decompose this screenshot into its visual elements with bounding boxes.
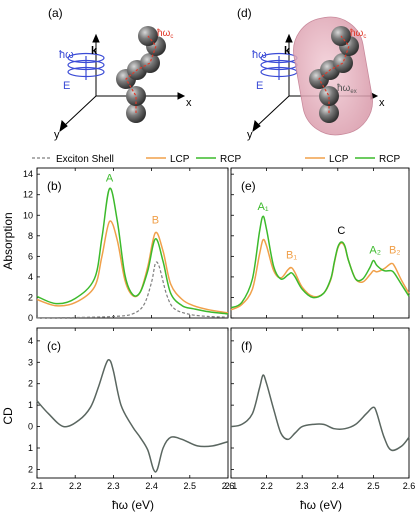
hw-c-label-a: ħωc [157, 28, 173, 40]
peak-label: C [337, 225, 345, 237]
peak-label: A [106, 172, 114, 184]
photon-helix-a [67, 52, 105, 80]
panel-f: 2.1 2.2 2.3 2.4 2.5 2.6 (f) [225, 327, 415, 491]
series-cd-c [36, 358, 229, 473]
plot-frame [230, 167, 410, 319]
y-label-a: y [54, 129, 60, 141]
y-label-d: y [247, 129, 253, 141]
legend-rcp-left: RCP [220, 154, 241, 165]
panel-b: 0 2 4 6 8 10 12 14 A B (b) [23, 167, 229, 323]
schematic-d: (d) ħω E k x y ħω [237, 6, 385, 141]
hbar-omega-d: ħω [252, 49, 267, 61]
x-tick-label: 2.3 [296, 481, 309, 491]
peak-label: B₂ [389, 244, 401, 256]
legend-right: LCP RCP [305, 154, 400, 165]
xlabel-left: ħω (eV) [112, 498, 154, 512]
sphere-chain-a [116, 26, 166, 123]
y-tick-label: 8 [28, 231, 33, 241]
y-tick-label: 1 [28, 400, 33, 410]
x-arrow-a [177, 92, 186, 100]
legend-lcp-right: LCP [329, 154, 349, 165]
y-tick-label: 4 [28, 272, 33, 282]
series-exciton-shell-b [36, 261, 229, 319]
y-tick-label: 6 [28, 251, 33, 261]
x-tick-label: 2.3 [107, 481, 120, 491]
k-arrow-d [285, 33, 293, 43]
hbar-omega-a: ħω [59, 49, 74, 61]
panel-label-d: (d) [237, 6, 252, 20]
x-tick-label: 2.1 [31, 481, 44, 491]
peak-label: A₂ [369, 244, 381, 256]
x-tick-label: 2.4 [145, 481, 158, 491]
legend-left: Exciton Shell LCP RCP [32, 154, 241, 165]
y-arrow-d [252, 119, 261, 133]
y-tick-label: 2 [28, 379, 33, 389]
k-label-a: k [91, 45, 98, 57]
panel-label: (c) [47, 339, 61, 353]
plot-frame [36, 167, 229, 319]
y-tick-label: 0 [28, 313, 33, 323]
panel-label: (f) [241, 339, 252, 353]
y-tick-label: 0 [28, 422, 33, 432]
x-tick-label: 2.2 [260, 481, 273, 491]
y-tick-label: 2 [28, 292, 33, 302]
panel-c: 2.1 2.2 2.3 2.4 2.5 2.6 0 1 2 3 4 1 2 (c) [28, 327, 235, 491]
legend-rcp-right: RCP [379, 154, 400, 165]
peak-label: B [152, 214, 159, 226]
series-rcp-e [230, 215, 410, 309]
y-tick-label: 3 [28, 357, 33, 367]
coupling-path-a [125, 35, 157, 113]
schematic-a: (a) ħω E k x y ħωc [48, 6, 192, 141]
peak-label: A₁ [258, 201, 269, 213]
y-tick-label: 14 [23, 169, 33, 179]
E-label-d: E [256, 80, 263, 92]
series-rcp-b [36, 187, 229, 315]
plot-frame [36, 327, 229, 479]
x-label-d: x [379, 97, 385, 109]
y-tick-label: 4 [28, 336, 33, 346]
peak-label: B₁ [286, 249, 297, 261]
panel-label-a: (a) [48, 6, 63, 20]
ylabel-absorption: Absorption [1, 212, 15, 269]
hw-c-label-d: ħωc [350, 28, 366, 40]
x-tick-label: 2.4 [332, 481, 345, 491]
x-tick-label: 2.5 [184, 481, 197, 491]
panel-e: A₁ B₁ C A₂ B₂ (e) [230, 167, 410, 319]
ylabel-cd: CD [1, 407, 15, 425]
plot-frame [230, 327, 410, 479]
legend-lcp-left: LCP [170, 154, 190, 165]
hw-ex-label-d: ħωex [337, 83, 357, 95]
panel-label: (e) [241, 179, 256, 193]
k-label-d: k [284, 45, 291, 57]
y-tick-label: 10 [23, 210, 33, 220]
x-tick-label: 2.6 [403, 481, 415, 491]
coupling-path-d [318, 35, 350, 113]
legend-exciton-shell: Exciton Shell [56, 154, 114, 165]
series-cd-f [230, 374, 410, 452]
y-tick-label: 1 [28, 443, 33, 453]
y-tick-label: 2 [28, 464, 33, 474]
x-tick-label: 2.5 [367, 481, 380, 491]
x-label-a: x [186, 97, 192, 109]
x-tick-label: 2.2 [69, 481, 82, 491]
series-lcp-b [36, 220, 229, 314]
y-arrow-a [59, 119, 68, 133]
x-tick-label: 2.1 [225, 481, 238, 491]
x-tick-label: 2.6 [222, 481, 235, 491]
k-arrow-a [92, 33, 100, 43]
panel-label: (b) [47, 179, 62, 193]
y-tick-label: 12 [23, 190, 33, 200]
xlabel-right: ħω (eV) [300, 498, 342, 512]
E-label-a: E [63, 80, 70, 92]
